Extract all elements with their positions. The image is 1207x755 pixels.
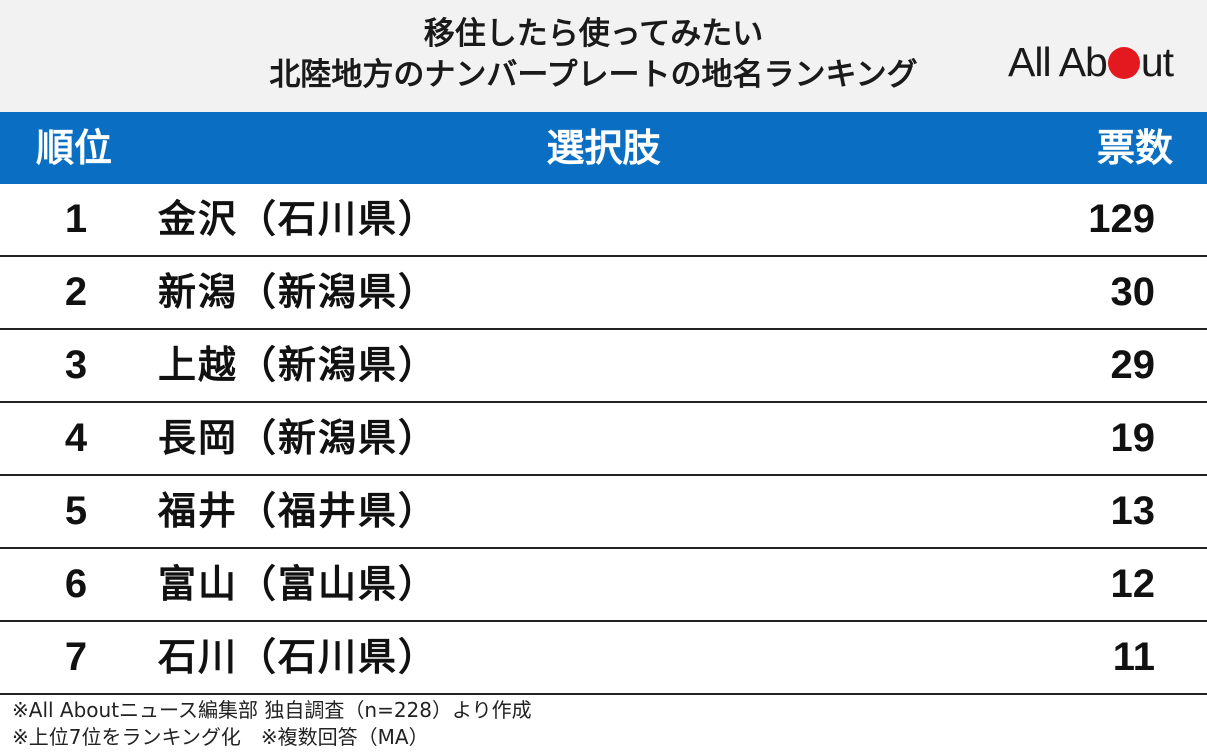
title-line-2: 北陸地方のナンバープレートの地名ランキング <box>269 57 918 93</box>
rank-cell: 5 <box>64 489 88 533</box>
choice-cell: 新潟（新潟県） <box>158 270 439 314</box>
votes-cell: 129 <box>1088 197 1155 241</box>
title-line-1: 移住したら使ってみたい <box>423 16 764 52</box>
header-banner: 移住したら使ってみたい 北陸地方のナンバープレートの地名ランキング All Ab… <box>0 0 1207 112</box>
rank-cell: 7 <box>64 635 88 679</box>
all-about-logo: All Ab ut <box>1008 39 1174 85</box>
votes-cell: 29 <box>1110 343 1156 387</box>
table-row: 2 新潟（新潟県） 30 <box>0 257 1207 330</box>
footnotes: ※All Aboutニュース編集部 独自調査（n=228）より作成 ※上位7位を… <box>12 697 532 751</box>
votes-cell: 11 <box>1112 635 1155 679</box>
ranking-table: 1 金沢（石川県） 129 2 新潟（新潟県） 30 3 上越（新潟県） 29 … <box>0 184 1207 695</box>
choice-cell: 福井（福井県） <box>158 489 439 533</box>
header-rank: 順位 <box>36 126 113 170</box>
votes-cell: 30 <box>1110 270 1156 314</box>
page-title: 移住したら使ってみたい 北陸地方のナンバープレートの地名ランキング <box>0 14 1207 96</box>
choice-cell: 富山（富山県） <box>158 562 439 606</box>
votes-cell: 12 <box>1110 562 1156 606</box>
table-row: 3 上越（新潟県） 29 <box>0 330 1207 403</box>
choice-cell: 長岡（新潟県） <box>158 416 439 460</box>
rank-cell: 1 <box>64 197 88 241</box>
choice-cell: 上越（新潟県） <box>158 343 439 387</box>
table-header: 順位 選択肢 票数 <box>0 112 1207 184</box>
logo-text-end: ut <box>1140 39 1174 85</box>
rank-cell: 6 <box>64 562 88 606</box>
table-row: 4 長岡（新潟県） 19 <box>0 403 1207 476</box>
source-note: ※All Aboutニュース編集部 独自調査（n=228）より作成 <box>12 698 532 722</box>
choice-cell: 石川（石川県） <box>158 635 439 679</box>
rank-cell: 2 <box>64 270 88 314</box>
choice-cell: 金沢（石川県） <box>158 197 439 241</box>
votes-cell: 19 <box>1110 416 1156 460</box>
votes-cell: 13 <box>1110 489 1156 533</box>
table-row: 5 福井（福井県） 13 <box>0 476 1207 549</box>
logo-text-start: All Ab <box>1008 39 1108 85</box>
header-choice: 選択肢 <box>546 126 661 170</box>
header-votes: 票数 <box>1096 126 1173 170</box>
logo-red-dot <box>1107 47 1140 79</box>
rank-cell: 4 <box>64 416 88 460</box>
table-row: 1 金沢（石川県） 129 <box>0 184 1207 257</box>
table-row: 7 石川（石川県） 11 <box>0 622 1207 695</box>
ranking-note: ※上位7位をランキング化 ※複数回答（MA） <box>12 725 429 749</box>
table-row: 6 富山（富山県） 12 <box>0 549 1207 622</box>
rank-cell: 3 <box>64 343 88 387</box>
